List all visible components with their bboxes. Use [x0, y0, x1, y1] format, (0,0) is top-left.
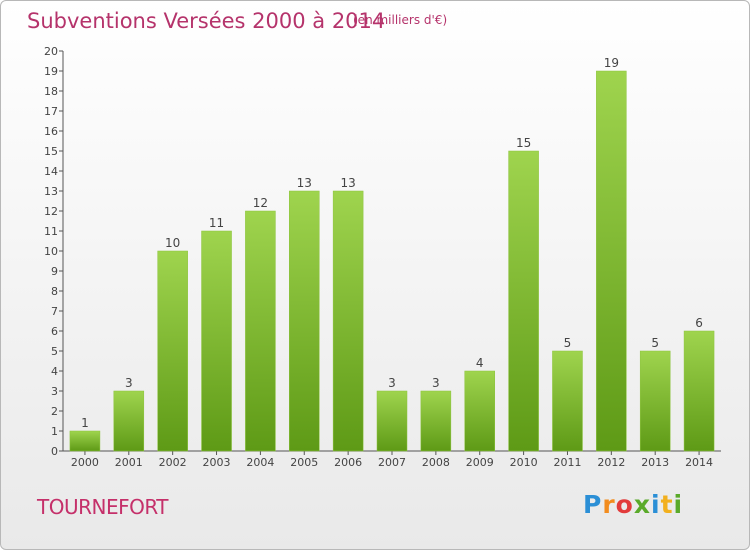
bar — [464, 370, 495, 452]
bar-value-label: 3 — [125, 376, 133, 390]
x-tick-label: 2004 — [246, 456, 274, 469]
logo-letter: t — [660, 490, 674, 519]
x-tick-label: 2014 — [685, 456, 713, 469]
y-tick-label: 7 — [51, 305, 58, 318]
y-tick-label: 4 — [51, 365, 58, 378]
x-tick-label: 2007 — [378, 456, 406, 469]
x-tick-label: 2013 — [641, 456, 669, 469]
bar — [508, 150, 539, 452]
x-tick-label: 2005 — [290, 456, 318, 469]
logo-letter: x — [633, 490, 651, 519]
x-tick-label: 2009 — [466, 456, 494, 469]
x-tick-label: 2010 — [510, 456, 538, 469]
x-tick-label: 2011 — [553, 456, 581, 469]
bar-value-label: 6 — [695, 316, 703, 330]
y-tick-label: 3 — [51, 385, 58, 398]
y-tick-label: 1 — [51, 425, 58, 438]
bars — [69, 70, 715, 452]
proxiti-logo: Proxiti — [583, 490, 683, 519]
chart-subtitle: (en milliers d'€) — [353, 13, 448, 27]
x-tick-label: 2012 — [597, 456, 625, 469]
bar-value-label: 3 — [388, 376, 396, 390]
bar — [69, 430, 101, 452]
bar — [639, 350, 671, 452]
bar-value-label: 12 — [253, 196, 268, 210]
bar-value-label: 4 — [476, 356, 484, 370]
bar-value-label: 15 — [516, 136, 531, 150]
bar-value-label: 3 — [432, 376, 440, 390]
bar-value-label: 13 — [297, 176, 312, 190]
y-tick-label: 2 — [51, 405, 58, 418]
y-tick-label: 15 — [44, 145, 58, 158]
bar — [332, 190, 364, 452]
x-tick-label: 2000 — [71, 456, 99, 469]
y-tick-label: 6 — [51, 325, 58, 338]
y-tick-label: 14 — [44, 165, 58, 178]
y-tick-label: 12 — [44, 205, 58, 218]
logo-letter: i — [673, 490, 684, 519]
y-tick-label: 13 — [44, 185, 58, 198]
y-tick-label: 19 — [44, 65, 58, 78]
y-tick-label: 17 — [44, 105, 58, 118]
y-tick-label: 11 — [44, 225, 58, 238]
y-tick-label: 18 — [44, 85, 58, 98]
bar-value-label: 19 — [604, 56, 619, 70]
bar-value-label: 10 — [165, 236, 180, 250]
bar — [289, 190, 320, 452]
town-name: TOURNEFORT — [37, 495, 169, 519]
x-tick-label: 2002 — [159, 456, 187, 469]
bar — [683, 330, 715, 452]
bar — [157, 250, 188, 452]
x-tick-label: 2003 — [203, 456, 231, 469]
logo-letter: i — [651, 490, 661, 519]
bar-value-label: 13 — [340, 176, 355, 190]
bar — [596, 70, 627, 452]
logo-letter: P — [583, 490, 603, 519]
y-tick-label: 5 — [51, 345, 58, 358]
x-tick-label: 2006 — [334, 456, 362, 469]
y-tick-label: 9 — [51, 265, 58, 278]
logo-letter: r — [602, 490, 616, 519]
bar — [420, 390, 452, 452]
y-tick-label: 10 — [44, 245, 58, 258]
bar-value-label: 5 — [564, 336, 572, 350]
chart-title: Subventions Versées 2000 à 2014 — [27, 9, 386, 33]
x-tick-label: 2008 — [422, 456, 450, 469]
bar — [113, 390, 145, 452]
bar — [245, 210, 276, 452]
bar-value-label: 1 — [81, 416, 89, 430]
y-tick-label: 20 — [44, 45, 58, 58]
bar — [552, 350, 583, 452]
bar — [376, 390, 408, 452]
bar-value-label: 5 — [651, 336, 659, 350]
y-tick-label: 16 — [44, 125, 58, 138]
y-tick-label: 0 — [51, 445, 58, 458]
bar — [201, 230, 232, 452]
bar-value-label: 11 — [209, 216, 224, 230]
y-tick-label: 8 — [51, 285, 58, 298]
x-tick-label: 2001 — [115, 456, 143, 469]
logo-letter: o — [615, 490, 634, 519]
